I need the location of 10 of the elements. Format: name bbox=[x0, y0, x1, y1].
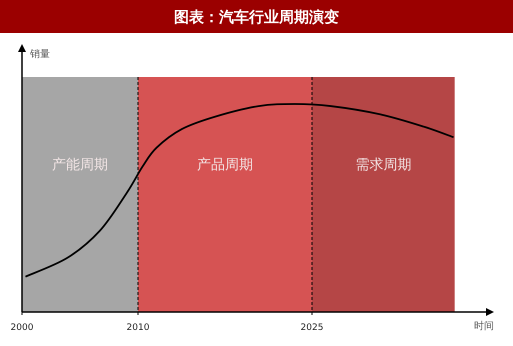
band-label: 需求周期 bbox=[355, 157, 412, 173]
x-axis-title: 时间 bbox=[474, 320, 494, 332]
y-axis-title: 销量 bbox=[29, 49, 50, 60]
x-tick-label: 2010 bbox=[126, 323, 150, 333]
x-tick-label: 2025 bbox=[300, 323, 324, 333]
x-tick-label: 2000 bbox=[10, 323, 34, 333]
band-label: 产品周期 bbox=[197, 157, 253, 173]
chart-title: 图表：汽车行业周期演变 bbox=[174, 8, 339, 26]
title-bar: 图表：汽车行业周期演变 bbox=[0, 0, 513, 33]
band-label: 产能周期 bbox=[52, 157, 108, 173]
